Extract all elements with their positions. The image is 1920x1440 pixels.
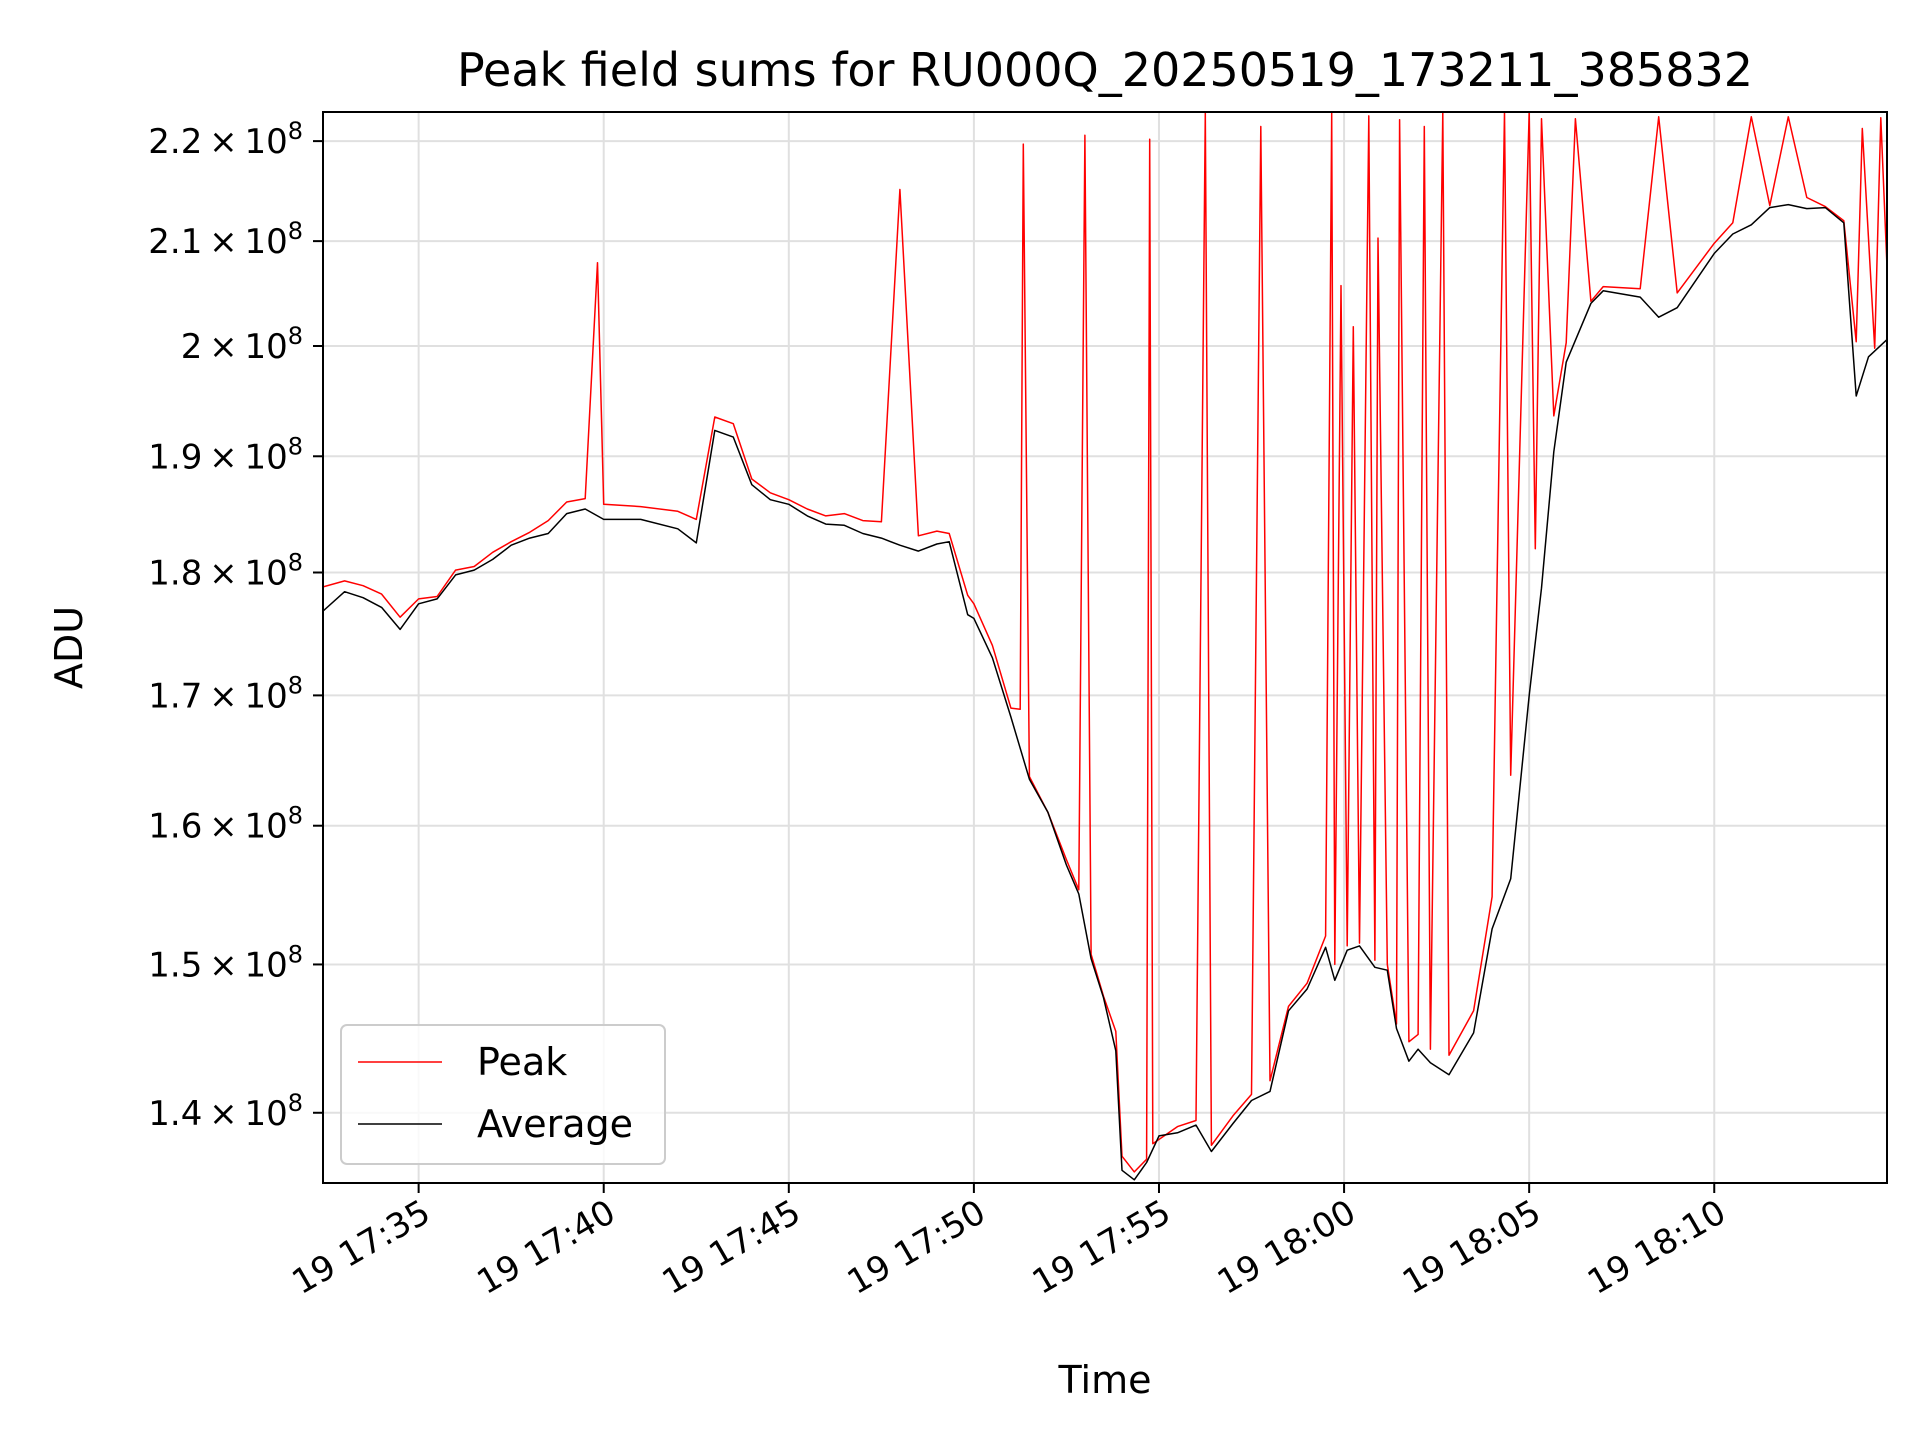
y-tick-exponent: 8 [288,671,303,699]
y-axis-label: ADU [47,606,91,689]
legend-box [340,1024,666,1165]
y-tick-label: 1.5 × 108 [148,940,303,985]
y-tick-base: 10 [244,807,287,847]
y-tick-exponent: 8 [288,940,303,968]
y-tick-label: 1.4 × 108 [148,1089,303,1134]
y-tick-base: 10 [244,945,287,985]
y-tick-exponent: 8 [288,322,303,350]
y-tick-mantissa: 2.2 [148,122,202,162]
y-tick-times: × [202,807,244,847]
y-tick-base: 10 [244,437,287,477]
y-tick-mantissa: 1.5 [148,945,202,985]
y-tick-label: 2 × 108 [181,322,303,367]
plot-frame [322,111,1888,1184]
legend-label-average: Average [477,1102,633,1146]
y-tick-mantissa: 2 [181,327,203,367]
y-tick-times: × [202,122,244,162]
y-tick-label: 2.2 × 108 [148,117,303,162]
y-tick-label: 2.1 × 108 [148,217,303,262]
y-tick-exponent: 8 [288,802,303,830]
y-tick-exponent: 8 [288,117,303,145]
legend-label-peak: Peak [477,1040,567,1084]
y-tick-base: 10 [244,222,287,262]
chart-title: Peak field sums for RU000Q_20250519_1732… [457,43,1753,97]
series-line-average [323,203,1887,1181]
y-tick-mantissa: 1.8 [148,554,202,594]
y-tick-base: 10 [244,554,287,594]
y-tick-mantissa: 1.9 [148,437,202,477]
y-tick-exponent: 8 [288,217,303,245]
y-tick-times: × [202,222,244,262]
y-tick-label: 1.7 × 108 [148,671,303,716]
y-tick-label: 1.9 × 108 [148,432,303,477]
y-tick-mantissa: 2.1 [148,222,202,262]
y-tick-times: × [202,554,244,594]
y-tick-exponent: 8 [288,549,303,577]
x-axis-label: Time [1058,1358,1152,1402]
series-layer [323,112,1887,1181]
y-tick-exponent: 8 [288,1089,303,1117]
y-tick-label: 1.6 × 108 [148,802,303,847]
y-tick-mantissa: 1.7 [148,676,202,716]
legend: Peak Average [340,1024,666,1165]
y-tick-times: × [202,1094,244,1134]
y-tick-base: 10 [244,1094,287,1134]
y-tick-exponent: 8 [288,432,303,460]
y-tick-times: × [202,676,244,716]
y-tick-mantissa: 1.4 [148,1094,202,1134]
y-tick-mantissa: 1.6 [148,807,202,847]
series-line-peak [323,112,1887,1173]
y-tick-base: 10 [244,327,287,367]
y-tick-times: × [202,437,244,477]
y-tick-base: 10 [244,676,287,716]
y-tick-base: 10 [244,122,287,162]
y-tick-label: 1.8 × 108 [148,549,303,594]
y-tick-times: × [202,945,244,985]
y-tick-times: × [202,327,244,367]
